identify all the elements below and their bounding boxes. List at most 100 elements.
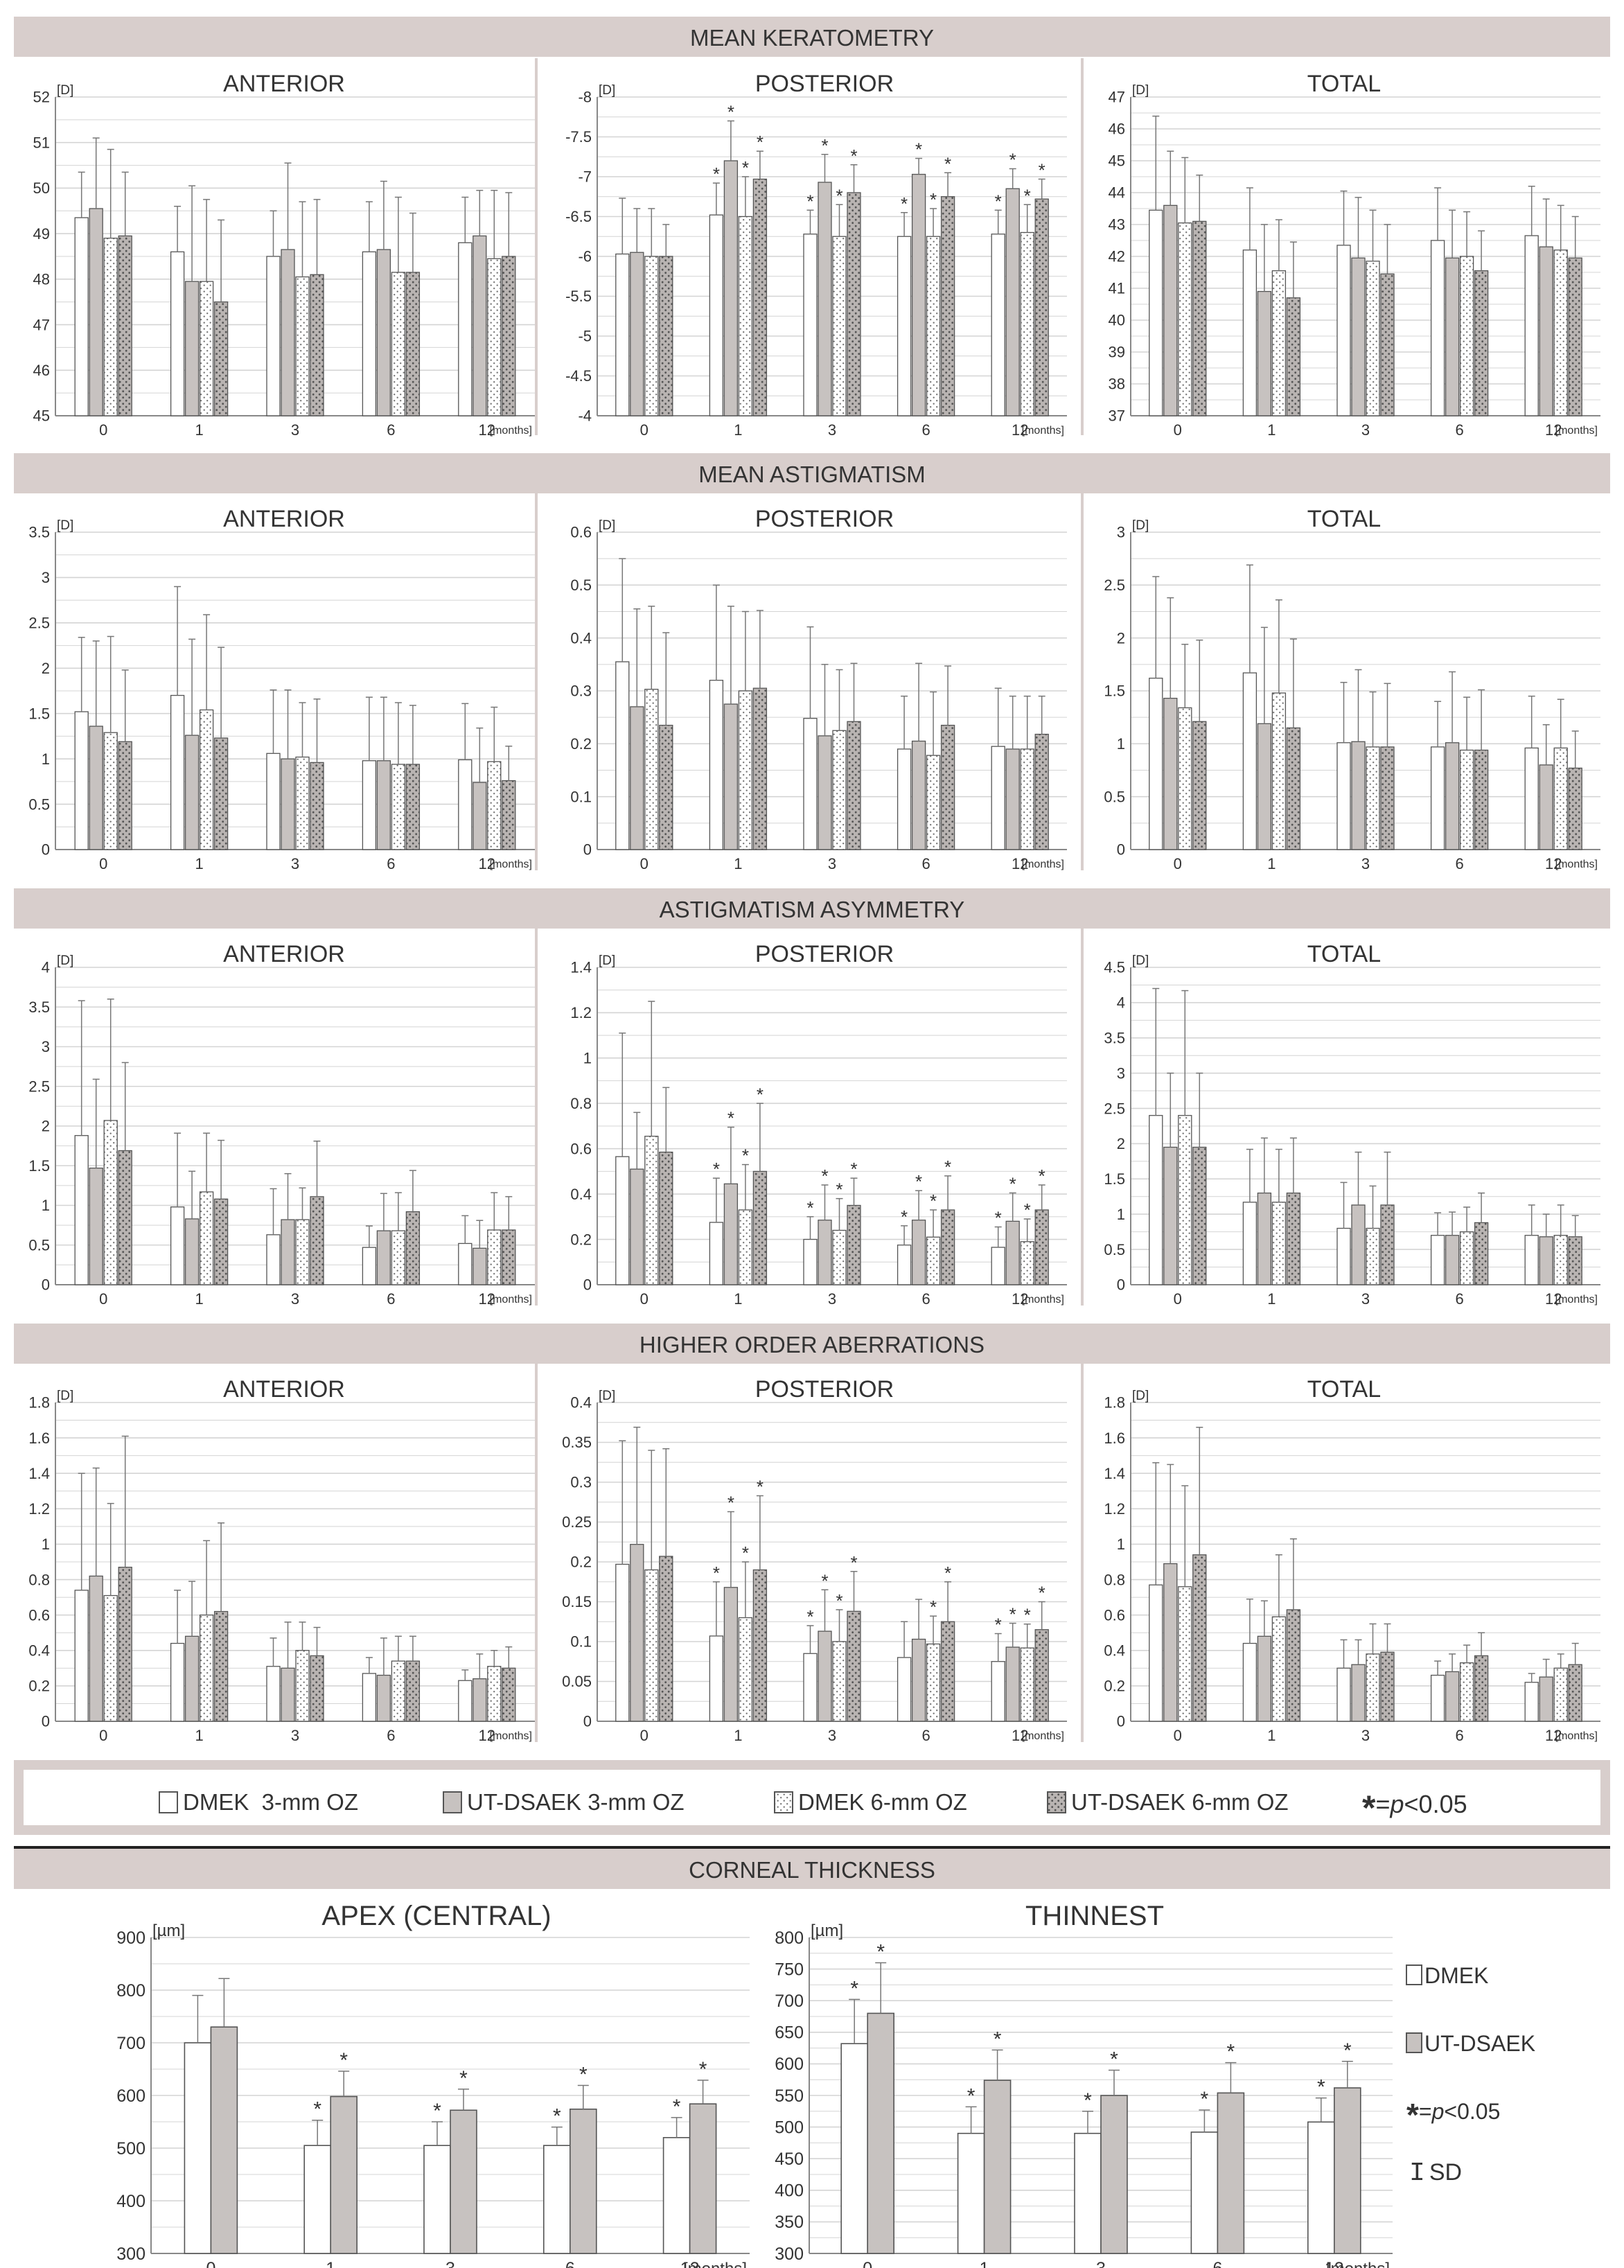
bar [391,764,406,850]
bar [1163,1563,1178,1722]
bar [118,1150,132,1285]
bar [991,234,1005,416]
significance-star: * [967,2084,976,2107]
bar [1351,741,1366,850]
bar [405,1211,421,1285]
y-tick-label: 900 [116,1928,145,1948]
significance-star: * [806,1197,813,1218]
bar [818,1630,832,1722]
chart-title: POSTERIOR [755,71,894,97]
significance-star: * [836,1590,842,1611]
bar [689,2103,717,2254]
bar [1192,721,1207,850]
bar [74,217,89,416]
x-tick-label: 1 [1267,1727,1276,1744]
bar [184,281,200,416]
significance-star: * [850,146,857,166]
significance-star: * [930,189,937,210]
y-tick-label: 0 [1117,841,1125,859]
bar [1351,1204,1366,1285]
bar [659,724,673,850]
bar [644,1136,659,1285]
y-tick-label: 2 [1117,1135,1125,1152]
significance-star: * [1039,159,1045,180]
bar [1242,1642,1257,1722]
y-unit-label: [D] [57,953,73,968]
bar [1286,1609,1301,1722]
bar [170,251,185,416]
legend-swatch-utdsaek3 [443,1791,462,1813]
y-unit-label: [D] [599,1389,615,1403]
y-tick-label: 0.6 [570,524,592,541]
y-tick-label: 3.5 [28,524,50,541]
thickness-legend-sd: I SD [1409,2159,1462,2188]
section-title-asymmetry: ASTIGMATISM ASYMMETRY [660,897,965,922]
y-tick-label: 450 [775,2150,804,2169]
significance-star: * [944,1563,951,1583]
bar [1271,1202,1287,1285]
legend-swatch-dmek6 [774,1791,793,1813]
x-tick-label: 6 [387,855,395,872]
y-tick-label: 1.8 [28,1394,50,1412]
bar [1430,1674,1445,1722]
chart-title: TOTAL [1307,941,1381,967]
bar [458,759,473,850]
y-tick-label: 3 [42,1038,50,1055]
bar [911,740,926,850]
section-band-hoa [14,1324,1610,1364]
x-unit-label: [months] [1022,1730,1064,1742]
y-tick-label: 0.6 [1104,1606,1125,1624]
bar [1336,1227,1351,1285]
bar [1568,1236,1582,1285]
bar [1242,1202,1257,1285]
chart-title: THINNEST [1025,1901,1164,1931]
significance-star: * [727,1108,734,1129]
bar [213,301,229,416]
y-tick-label: 49 [33,225,50,243]
x-tick-label: 1 [195,421,203,439]
thickness-legend-significance: *=p<0.05 [1406,2097,1500,2133]
x-tick-label: 3 [828,1727,836,1744]
bar [199,709,214,850]
y-tick-label: 0.5 [1104,1241,1125,1258]
significance-star: * [915,139,922,160]
bar [1366,261,1380,416]
y-tick-label: 600 [116,2086,145,2106]
x-tick-label: 3 [291,855,299,872]
bar [926,236,941,416]
bar [1178,707,1192,850]
bar [911,173,926,416]
y-tick-label: 3 [42,569,50,586]
significance-star: * [1009,150,1016,170]
bar [1005,1646,1020,1722]
y-tick-label: 800 [775,1928,804,1948]
bar [118,741,132,850]
chart-6: 0 0.5 1 1.5 2 2.5 3 3.5 4 [D] ANTERIOR 0 1 3 6 12[month… [28,941,535,1308]
bar [362,251,377,416]
y-tick-label: 0.1 [570,788,592,805]
significance-star: * [727,102,734,123]
bar [423,2145,451,2254]
bar [1034,1209,1049,1285]
y-tick-label: 40 [1109,312,1125,329]
bar [644,689,659,850]
y-tick-label: 1 [1117,1206,1125,1223]
significance-star: * [995,191,1002,211]
bar [1020,1241,1034,1285]
bar [832,730,847,850]
bar [295,276,310,416]
y-tick-label: 0.2 [570,1554,592,1571]
x-tick-label: 12 [1545,1290,1562,1308]
bar [281,758,295,850]
chart-title: POSTERIOR [755,506,894,532]
bar [184,1635,200,1722]
thickness-legend-swatch-dmek [1406,1964,1422,1985]
y-tick-label: 700 [775,1992,804,2011]
y-tick-label: 44 [1109,184,1125,202]
bar [1380,1204,1395,1285]
bar [803,1653,818,1722]
x-tick-label: 6 [921,421,930,439]
y-tick-label: 1.5 [28,705,50,722]
chart-title: APEX (CENTRAL) [321,1901,551,1931]
